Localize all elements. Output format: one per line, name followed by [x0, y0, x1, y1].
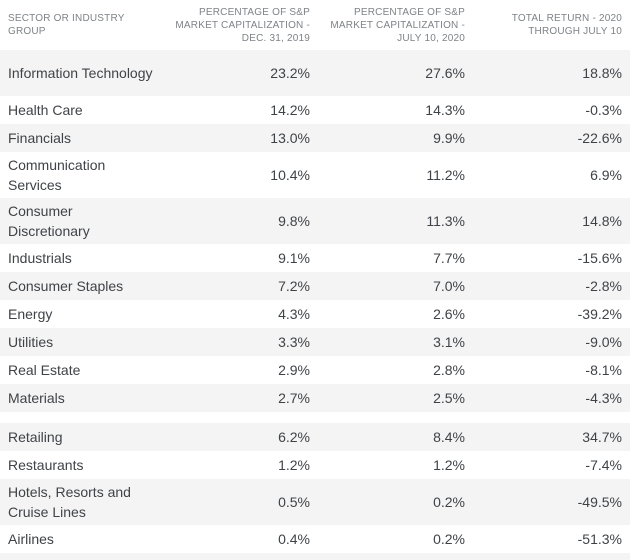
cap-dec-2019-value: 4.3% — [278, 306, 310, 322]
cap-dec-2019-value: 7.2% — [278, 278, 310, 294]
sector-name: Information Technology — [8, 65, 153, 81]
total-return-value: -2.8% — [585, 278, 622, 294]
table-row: Materials 2.7% 2.5% -4.3% — [0, 384, 630, 412]
table-row: Consumer Discretionary 9.8% 11.3% 14.8% — [0, 198, 630, 244]
cap-dec-2019-value: 10.4% — [270, 167, 310, 183]
cap-dec-2019-value: 0.4% — [278, 531, 310, 547]
header-total-return: TOTAL RETURN - 2020 THROUGH JULY 10 — [511, 13, 622, 37]
table-row: Real Estate 2.9% 2.8% -8.1% — [0, 356, 630, 384]
cap-dec-2019-value: 23.2% — [270, 65, 310, 81]
cap-july-2020-value: 7.7% — [433, 250, 465, 266]
sector-name: Hotels, Resorts and Cruise Lines — [8, 484, 131, 520]
sector-name: Financials — [8, 130, 72, 146]
sector-name: Materials — [8, 390, 65, 406]
cap-july-2020-value: 0.2% — [433, 531, 465, 547]
table-row: Communication Services 10.4% 11.2% 6.9% — [0, 152, 630, 198]
total-return-value: 6.9% — [590, 167, 622, 183]
total-return-value: -15.6% — [577, 250, 622, 266]
table-row: Restaurants 1.2% 1.2% -7.4% — [0, 451, 630, 479]
sector-name: Consumer Staples — [8, 278, 124, 294]
cap-july-2020-value: 11.2% — [426, 167, 465, 183]
sector-name: Airlines — [8, 531, 54, 547]
total-return-value: -7.4% — [585, 457, 622, 473]
cap-dec-2019-value: 2.7% — [278, 390, 310, 406]
cap-dec-2019-value: 2.9% — [278, 362, 310, 378]
cap-july-2020-value: 9.9% — [433, 130, 465, 146]
sector-name: Real Estate — [8, 362, 81, 378]
total-return-value: 14.8% — [582, 213, 622, 229]
table-header-row: SECTOR OR INDUSTRY GROUP PERCENTAGE OF S… — [0, 0, 630, 50]
cap-dec-2019-value: 1.2% — [278, 457, 310, 473]
table-row: Consumer Staples 7.2% 7.0% -2.8% — [0, 272, 630, 300]
sector-name: Consumer Discretionary — [8, 203, 90, 239]
total-return-value: -9.0% — [585, 334, 622, 350]
header-cap-july-2020: PERCENTAGE OF S&P MARKET CAPITALIZATION … — [330, 6, 465, 44]
cap-july-2020-value: 3.1% — [433, 334, 465, 350]
cap-july-2020-value: 2.5% — [433, 390, 465, 406]
cap-dec-2019-value: 6.2% — [278, 429, 310, 445]
cap-july-2020-value: 27.6% — [425, 65, 465, 81]
table-row: Retailing 6.2% 8.4% 34.7% — [0, 423, 630, 451]
table-row: Airlines 0.4% 0.2% -51.3% — [0, 525, 630, 553]
cap-july-2020-value: 2.6% — [433, 306, 465, 322]
sector-name: Restaurants — [8, 457, 84, 473]
cap-dec-2019-value: 0.5% — [278, 494, 310, 510]
cap-dec-2019-value: 9.1% — [278, 250, 310, 266]
cap-july-2020-value: 11.3% — [426, 213, 465, 229]
total-return-value: -8.1% — [585, 362, 622, 378]
cap-dec-2019-value: 13.0% — [270, 130, 310, 146]
total-return-value: 34.7% — [582, 429, 622, 445]
cap-july-2020-value: 0.2% — [433, 494, 465, 510]
cropped-next-row-strip — [0, 553, 630, 560]
total-return-value: -51.3% — [577, 531, 622, 547]
table-row: Information Technology 23.2% 27.6% 18.8% — [0, 50, 630, 96]
total-return-value: -4.3% — [585, 390, 622, 406]
table-row: Industrials 9.1% 7.7% -15.6% — [0, 244, 630, 272]
sector-name: Industrials — [8, 250, 72, 266]
table-row: Hotels, Resorts and Cruise Lines 0.5% 0.… — [0, 479, 630, 525]
total-return-value: 18.8% — [582, 65, 622, 81]
header-cap-dec-2019: PERCENTAGE OF S&P MARKET CAPITALIZATION … — [175, 6, 310, 44]
cap-dec-2019-value: 14.2% — [270, 102, 310, 118]
total-return-value: -49.5% — [577, 494, 622, 510]
header-sector-group: SECTOR OR INDUSTRY GROUP — [8, 13, 125, 37]
cap-dec-2019-value: 3.3% — [278, 334, 310, 350]
cap-july-2020-value: 8.4% — [433, 429, 465, 445]
sector-name: Utilities — [8, 334, 54, 350]
sector-name: Health Care — [8, 102, 83, 118]
sector-name: Communication Services — [8, 157, 106, 193]
section-divider-gap — [0, 412, 630, 423]
cap-july-2020-value: 2.8% — [433, 362, 465, 378]
cap-dec-2019-value: 9.8% — [278, 213, 310, 229]
cap-july-2020-value: 14.3% — [425, 102, 465, 118]
cap-july-2020-value: 1.2% — [433, 457, 465, 473]
total-return-value: -22.6% — [577, 130, 622, 146]
cap-july-2020-value: 7.0% — [433, 278, 465, 294]
sector-name: Retailing — [8, 429, 63, 445]
sector-name: Energy — [8, 306, 53, 322]
table-row: Energy 4.3% 2.6% -39.2% — [0, 300, 630, 328]
table-row: Utilities 3.3% 3.1% -9.0% — [0, 328, 630, 356]
table-row: Financials 13.0% 9.9% -22.6% — [0, 124, 630, 152]
total-return-value: -0.3% — [585, 102, 622, 118]
total-return-value: -39.2% — [577, 306, 622, 322]
table-row: Health Care 14.2% 14.3% -0.3% — [0, 96, 630, 124]
